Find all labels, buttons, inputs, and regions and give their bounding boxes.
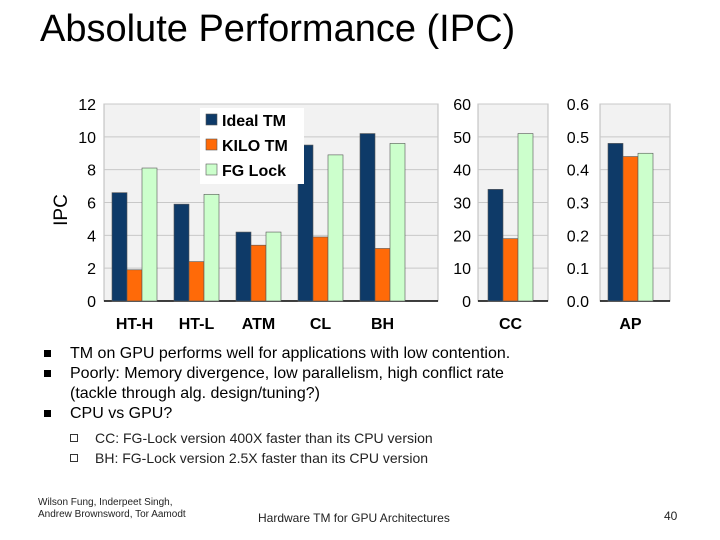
footer-authors-line: Andrew Brownsword, Tor Aamodt	[38, 509, 186, 520]
y-axis-label: IPC	[51, 194, 72, 226]
bar-fg-lock	[327, 154, 344, 302]
bar-fg-lock	[389, 143, 406, 302]
y-tick-label: 20	[453, 228, 471, 245]
bar-fg-lock	[517, 133, 534, 302]
bar-ideal-tm	[487, 189, 504, 302]
y-tick-label: 10	[78, 130, 96, 147]
hollow-square-icon	[70, 454, 78, 462]
legend-swatch	[205, 138, 218, 151]
subbullet-item: BH: FG-Lock version 2.5X faster than its…	[42, 448, 682, 468]
footer-authors: Wilson Fung, Inderpeet Singh, Andrew Bro…	[38, 497, 186, 521]
y-tick-label: 0.4	[567, 163, 589, 180]
x-tick-label: CC	[499, 316, 523, 333]
subbullet-item: CC: FG-Lock version 400X faster than its…	[42, 428, 682, 448]
y-tick-label: 0.6	[567, 97, 589, 114]
bullet-square-icon	[44, 370, 51, 377]
x-tick-label: CL	[310, 316, 332, 333]
bullet-text: TM on GPU performs well for applications…	[70, 345, 511, 362]
slide-title: Absolute Performance (IPC)	[40, 8, 516, 50]
bar-kilo-tm	[622, 156, 639, 302]
bullet-continuation: (tackle through alg. design/tuning?)	[42, 384, 682, 404]
legend-label: Ideal TM	[222, 113, 286, 130]
bar-ideal-tm	[173, 203, 190, 302]
legend-swatch	[205, 163, 218, 176]
subbullet-text: BH: FG-Lock version 2.5X faster than its…	[95, 450, 429, 466]
bullet-text: Poorly: Memory divergence, low paralleli…	[70, 365, 504, 382]
legend-box	[200, 108, 304, 184]
y-tick-label: 4	[87, 228, 96, 245]
y-tick-label: 0	[87, 294, 96, 311]
bullet-square-icon	[44, 410, 51, 417]
bullet-square-icon	[44, 350, 51, 357]
bar-ideal-tm	[607, 143, 624, 302]
footer-authors-line: Wilson Fung, Inderpeet Singh,	[38, 497, 173, 508]
y-tick-label: 0.0	[567, 294, 589, 311]
y-tick-label: 60	[453, 97, 471, 114]
footer-title: Hardware TM for GPU Architectures	[258, 511, 450, 525]
bar-fg-lock	[637, 152, 654, 302]
x-tick-label: BH	[371, 316, 394, 333]
legend-swatch	[205, 113, 218, 126]
bullet-text: (tackle through alg. design/tuning?)	[70, 385, 320, 402]
y-tick-label: 0.1	[567, 261, 589, 278]
hollow-square-icon	[70, 434, 78, 442]
x-tick-label: ATM	[242, 316, 275, 333]
y-tick-label: 50	[453, 130, 471, 147]
page-number: 40	[664, 509, 678, 523]
bullet-item: Poorly: Memory divergence, low paralleli…	[42, 364, 682, 384]
y-tick-label: 40	[453, 163, 471, 180]
y-tick-label: 6	[87, 196, 96, 213]
bar-ideal-tm	[111, 192, 128, 302]
bar-ideal-tm	[359, 133, 376, 302]
subbullet-text: CC: FG-Lock version 400X faster than its…	[95, 430, 433, 446]
y-tick-label: 8	[87, 163, 96, 180]
bullet-item: TM on GPU performs well for applications…	[42, 344, 682, 364]
bullet-text: CPU vs GPU?	[70, 405, 173, 422]
bar-kilo-tm	[312, 236, 329, 302]
bar-kilo-tm	[126, 269, 143, 302]
legend-label: FG Lock	[222, 163, 286, 180]
ipc-chart: IPC 0 2 4 6 8 10 12 HT-H HT-L ATM CL BH 0 10 20 30 40 50 60…	[51, 97, 671, 333]
bar-kilo-tm	[502, 238, 519, 302]
bar-fg-lock	[203, 193, 220, 302]
bullet-item: CPU vs GPU?	[42, 404, 682, 424]
x-tick-label: HT-H	[116, 316, 153, 333]
y-tick-label: 30	[453, 196, 471, 213]
bar-fg-lock	[265, 231, 282, 302]
legend-label: KILO TM	[222, 138, 288, 155]
bar-kilo-tm	[250, 244, 267, 302]
bar-ideal-tm	[297, 144, 314, 302]
y-tick-label: 0.3	[567, 196, 589, 213]
bar-ideal-tm	[235, 231, 252, 302]
bar-kilo-tm	[374, 248, 391, 302]
y-tick-label: 12	[78, 97, 96, 114]
bar-kilo-tm	[188, 261, 205, 302]
y-tick-label: 2	[87, 261, 96, 278]
y-tick-label: 0.5	[567, 130, 589, 147]
x-tick-label: AP	[619, 316, 642, 333]
y-tick-label: 10	[453, 261, 471, 278]
bullet-list: TM on GPU performs well for applications…	[42, 344, 682, 468]
y-tick-label: 0	[462, 294, 471, 311]
x-tick-label: HT-L	[179, 316, 215, 333]
y-tick-label: 0.2	[567, 228, 589, 245]
bar-fg-lock	[141, 167, 158, 302]
